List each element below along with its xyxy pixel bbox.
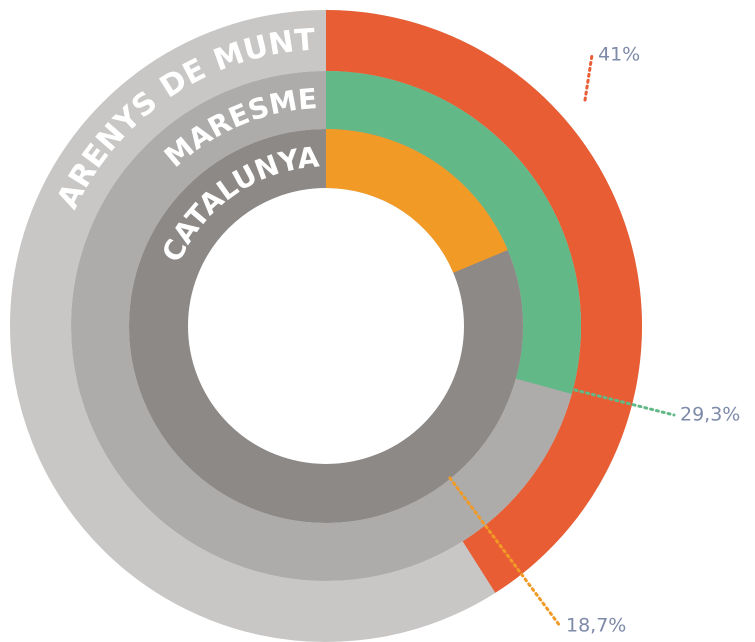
leader-line xyxy=(573,388,676,417)
leader-line xyxy=(583,53,594,102)
leader-line xyxy=(448,476,562,628)
ring-bar xyxy=(326,129,508,273)
ring-bar xyxy=(326,71,581,395)
value-label: 18,7% xyxy=(566,615,626,637)
value-label: 29,3% xyxy=(680,404,740,426)
ring-bar xyxy=(326,10,642,593)
value-label: 41% xyxy=(598,44,640,66)
